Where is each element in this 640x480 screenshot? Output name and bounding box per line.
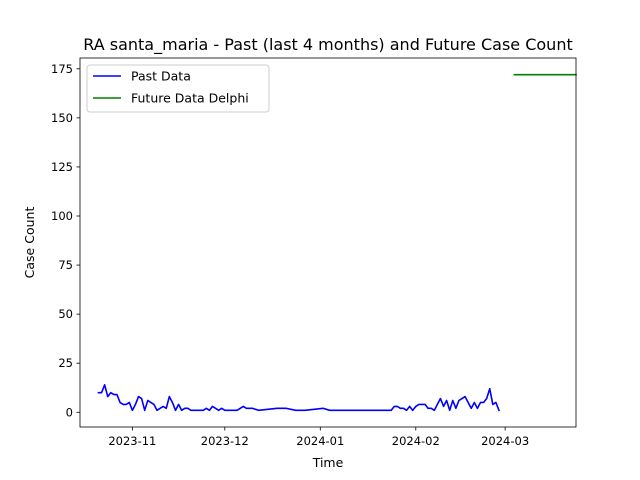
y-tick-label: 75: [58, 258, 73, 272]
series-layer: [97, 73, 577, 412]
axes-frame: [79, 57, 577, 428]
legend-box: [86, 64, 270, 113]
axes: 2023-11 2023-12 2024-01 2024-02 2024-03 0 25 5…: [51, 57, 577, 448]
y-tick-label: 175: [51, 62, 73, 76]
legend: Past Data Future Data Delphi: [86, 64, 270, 113]
x-tick-label: 2023-11: [108, 434, 156, 448]
x-axis-label: Time: [312, 455, 344, 470]
legend-entry-past-data: Past Data: [93, 69, 191, 84]
x-axis-ticks: 2023-11 2023-12 2024-01 2024-02 2024-03: [108, 427, 529, 448]
y-tick-label: 125: [51, 160, 73, 174]
series-line-past-data: [97, 383, 501, 412]
y-tick-label: 150: [51, 111, 73, 125]
y-axis-ticks: 0 25 50 75 100 125 150 175: [51, 62, 80, 419]
plot-area: [80, 58, 577, 427]
y-tick-label: 25: [58, 356, 73, 370]
x-tick-label: 2024-01: [296, 434, 344, 448]
legend-label-future-data: Future Data Delphi: [131, 91, 249, 106]
y-axis-label: Case Count: [22, 207, 37, 279]
y-tick-label: 50: [58, 307, 73, 321]
x-tick-label: 2024-03: [481, 434, 529, 448]
x-tick-label: 2024-02: [392, 434, 440, 448]
legend-label-past-data: Past Data: [131, 69, 191, 84]
y-tick-label: 0: [66, 405, 73, 419]
x-tick-label: 2023-12: [201, 434, 249, 448]
y-tick-label: 100: [51, 209, 73, 223]
chart-title: RA santa_maria - Past (last 4 months) an…: [83, 35, 572, 55]
plot-background: [80, 58, 576, 427]
legend-entry-future-data: Future Data Delphi: [93, 91, 249, 106]
